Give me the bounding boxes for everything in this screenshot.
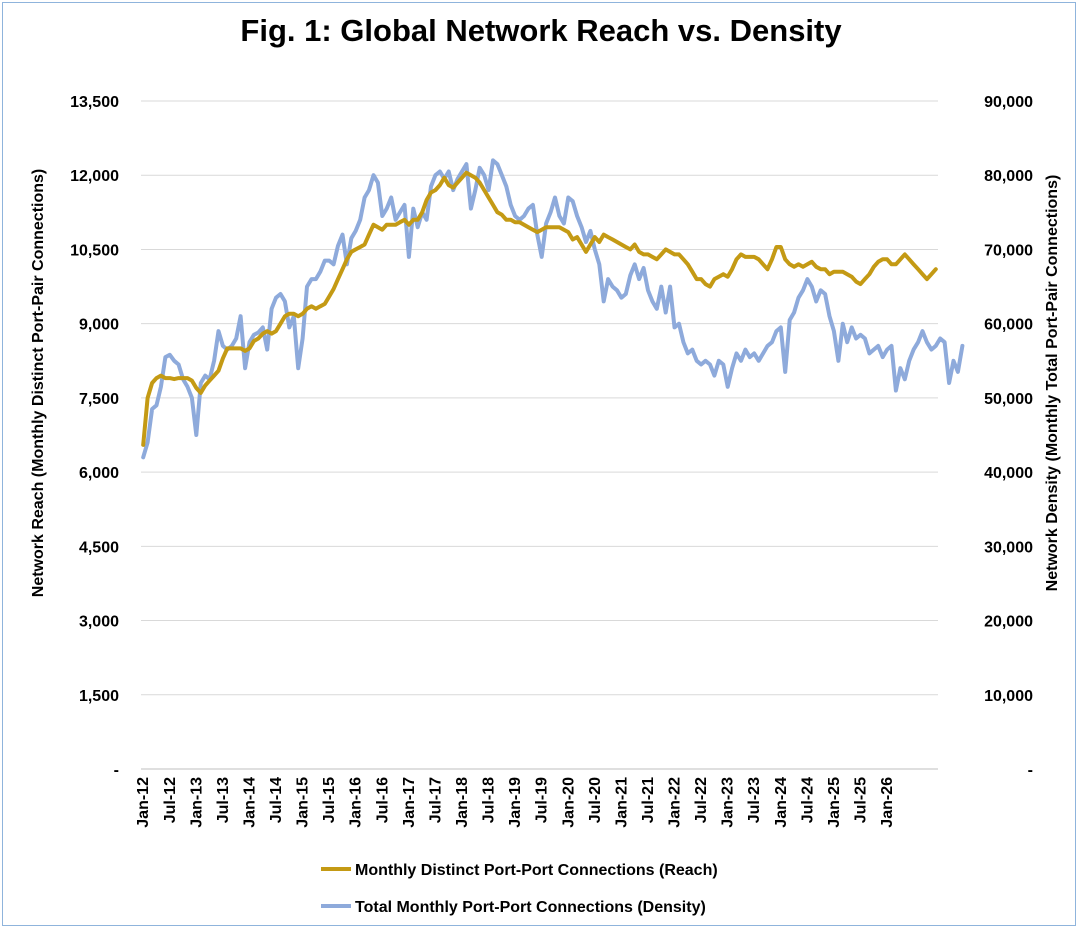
x-tick-label: Jul-16: [374, 777, 391, 823]
x-tick-label: Jan-26: [879, 777, 896, 828]
legend-label-density: Total Monthly Port-Port Connections (Den…: [355, 899, 706, 916]
x-tick-label: Jul-25: [853, 777, 870, 823]
right-tick-label: 20,000: [984, 614, 1033, 631]
left-tick-label: 10,500: [70, 242, 119, 259]
left-axis-ticks: - 1,500 3,000 4,500 6,000 7,500 9,000 10,500 12,…: [70, 94, 119, 779]
right-tick-label: 50,000: [984, 391, 1033, 408]
left-tick-label: 3,000: [79, 614, 119, 631]
legend: Monthly Distinct Port-Port Connections (…: [321, 862, 718, 916]
x-tick-label: Jan-14: [241, 777, 258, 828]
x-tick-label: Jan-22: [667, 777, 684, 828]
x-tick-label: Jul-20: [587, 777, 604, 823]
right-tick-label: 10,000: [984, 688, 1033, 705]
left-tick-label: 1,500: [79, 688, 119, 705]
right-axis-ticks: - 10,000 20,000 30,000 40,000 50,000 60,000 70,…: [984, 94, 1033, 779]
left-tick-label: -: [114, 762, 119, 779]
right-tick-label: 60,000: [984, 317, 1033, 334]
right-tick-label: 40,000: [984, 465, 1033, 482]
x-tick-label: Jul-22: [693, 777, 710, 823]
right-tick-label: 70,000: [984, 242, 1033, 259]
left-tick-label: 13,500: [70, 94, 119, 111]
left-tick-label: 12,000: [70, 168, 119, 185]
x-tick-label: Jul-23: [746, 777, 763, 823]
x-tick-label: Jul-18: [481, 777, 498, 823]
right-tick-label: 90,000: [984, 94, 1033, 111]
x-tick-label: Jan-13: [188, 777, 205, 828]
x-tick-label: Jan-24: [773, 777, 790, 828]
legend-label-reach: Monthly Distinct Port-Port Connections (…: [355, 862, 718, 879]
series-line-reach: [141, 170, 938, 447]
left-axis-title: Network Reach (Monthly Distinct Port-Pai…: [30, 169, 47, 597]
x-tick-label: Jul-21: [640, 777, 657, 823]
x-tick-label: Jul-12: [162, 777, 179, 823]
x-tick-label: Jan-20: [560, 777, 577, 828]
left-tick-label: 4,500: [79, 539, 119, 556]
x-tick-label: Jan-21: [613, 777, 630, 828]
left-tick-label: 6,000: [79, 465, 119, 482]
x-tick-label: Jul-15: [321, 777, 338, 823]
x-tick-label: Jul-17: [427, 777, 444, 823]
series-line-density: [141, 158, 965, 460]
right-tick-label: -: [1028, 762, 1033, 779]
right-tick-label: 80,000: [984, 168, 1033, 185]
chart-title: Fig. 1: Global Network Reach vs. Density: [240, 13, 842, 48]
right-axis-title: Network Density (Monthly Total Port-Pair…: [1044, 175, 1061, 592]
left-tick-label: 7,500: [79, 391, 119, 408]
left-tick-label: 9,000: [79, 317, 119, 334]
x-tick-label: Jul-13: [215, 777, 232, 823]
x-tick-label: Jan-18: [454, 777, 471, 828]
gridlines: [141, 100, 938, 696]
x-tick-label: Jan-25: [826, 777, 843, 828]
chart-svg: Fig. 1: Global Network Reach vs. Density…: [30, 13, 1061, 916]
x-tick-label: Jul-14: [268, 777, 285, 823]
x-tick-label: Jan-16: [348, 777, 365, 828]
series-lines: [141, 158, 965, 460]
right-tick-label: 30,000: [984, 539, 1033, 556]
x-tick-label: Jan-23: [720, 777, 737, 828]
x-tick-label: Jan-15: [295, 777, 312, 828]
x-tick-label: Jan-17: [401, 777, 418, 828]
x-tick-label: Jul-19: [534, 777, 551, 823]
x-tick-label: Jul-24: [799, 777, 816, 823]
x-tick-label: Jan-19: [507, 777, 524, 828]
x-tick-label: Jan-12: [135, 777, 152, 828]
x-axis: Jan-12 Jul-12 Jan-13 Jul-13 Jan-14 Jul-14 Jan-…: [135, 768, 938, 828]
